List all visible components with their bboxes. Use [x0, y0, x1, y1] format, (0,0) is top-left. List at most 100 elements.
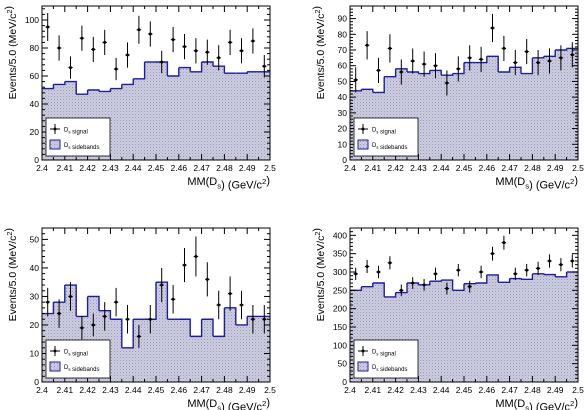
y-tick-label: 40: [30, 99, 40, 109]
signal-point: [364, 259, 370, 274]
y-axis-title: Events/5.0 (MeV/c2): [311, 228, 327, 321]
x-tick-label: 2.49: [547, 163, 564, 173]
signal-point: [239, 38, 244, 64]
marker: [468, 285, 472, 289]
sideband-bin: [361, 283, 374, 288]
panel-4: 2.4 2.41 2.42 2.43 2.44 2.45 2.46 2.47 2.48 2.49 2…: [311, 227, 584, 410]
marker: [91, 47, 95, 51]
y-axis-title-group: Events/5.0 (MeV/c2): [3, 6, 19, 99]
sideband-bin: [418, 70, 431, 75]
signal-point: [182, 247, 187, 283]
sideband-bin: [190, 62, 203, 73]
signal-point: [79, 25, 85, 51]
marker: [103, 40, 107, 44]
marker: [388, 46, 392, 50]
marker: [205, 50, 209, 54]
panel-3: 2.4 2.41 2.42 2.43 2.44 2.45 2.46 2.47 2.48 2.49 2…: [3, 227, 276, 410]
marker: [262, 317, 266, 321]
y-tick-label: 20: [30, 320, 40, 330]
signal-point: [250, 28, 256, 54]
marker: [137, 334, 141, 338]
signal-point: [113, 287, 119, 317]
sideband-bin: [543, 50, 556, 57]
marker: [548, 59, 551, 63]
marker: [479, 270, 483, 274]
signal-point: [535, 50, 541, 76]
x-tick-label: 2.48: [216, 385, 233, 395]
x-tick-label: 2.42: [387, 163, 404, 173]
marker: [171, 297, 175, 301]
signal-point: [558, 258, 564, 272]
marker: [126, 317, 129, 321]
marker: [525, 50, 529, 54]
signal-point: [513, 50, 518, 76]
marker: [399, 288, 403, 292]
marker: [251, 39, 255, 43]
marker: [434, 272, 437, 276]
marker: [148, 32, 152, 36]
x-axis-title: MM(Ds) (GeV/c2): [187, 175, 270, 191]
y-tick-label: 0: [342, 155, 347, 165]
signal-point: [444, 282, 450, 295]
signal-point: [399, 59, 404, 85]
sideband-bin: [498, 67, 511, 73]
signal-point: [410, 48, 415, 74]
signal-point: [433, 53, 438, 79]
signal-point: [216, 45, 221, 71]
signal-point: [467, 280, 472, 293]
marker: [570, 259, 574, 263]
signal-point: [56, 299, 62, 328]
marker: [411, 59, 415, 63]
x-tick-label: 2.45: [456, 163, 473, 173]
signal-point: [56, 35, 62, 61]
legend-sideband-swatch: [49, 361, 61, 372]
signal-point: [501, 35, 507, 61]
signal-point: [547, 254, 552, 268]
x-tick-label: 2.46: [171, 385, 188, 395]
signal-point: [193, 38, 199, 64]
signal-point: [444, 70, 450, 96]
legend-sideband-label: Ds sidebands: [64, 143, 99, 151]
sideband-bin: [201, 318, 214, 337]
x-tick-label: 2.42: [387, 385, 404, 395]
signal-point: [421, 278, 427, 291]
x-tick-label: 2.5: [572, 163, 584, 173]
marker: [114, 300, 118, 304]
signal-point: [79, 316, 85, 340]
legend-box: [353, 339, 419, 379]
y-tick-label: 10: [338, 139, 348, 149]
x-tick-label: 2.4: [36, 163, 48, 173]
signal-point: [570, 42, 575, 68]
x-tick-label: 2.44: [125, 385, 142, 395]
y-tick-label: 350: [333, 249, 347, 259]
signal-point: [376, 57, 381, 83]
x-tick-label: 2.46: [479, 385, 496, 395]
marker: [80, 326, 84, 330]
signal-point: [501, 235, 507, 250]
x-tick-label: 2.47: [501, 385, 518, 395]
x-tick-label: 2.49: [239, 385, 256, 395]
x-tick-label: 2.49: [547, 385, 564, 395]
marker: [456, 67, 460, 71]
sideband-bin: [486, 55, 499, 72]
y-tick-label: 200: [333, 304, 347, 314]
x-tick-label: 2.48: [216, 163, 233, 173]
sideband-bin: [213, 307, 226, 338]
signal-point: [262, 305, 267, 334]
y-tick-label: 60: [30, 71, 40, 81]
sideband-bin: [372, 282, 385, 297]
marker: [217, 56, 221, 60]
sideband-bin: [64, 284, 77, 317]
marker: [491, 26, 494, 30]
signal-point: [490, 13, 495, 43]
y-tick-label: 100: [25, 15, 39, 25]
signal-point: [433, 267, 438, 281]
signal-point: [125, 305, 130, 334]
sideband-bin: [475, 274, 488, 284]
marker: [456, 268, 460, 272]
y-tick-label: 0: [34, 377, 39, 387]
signal-point: [125, 42, 130, 68]
x-tick-label: 2.46: [171, 163, 188, 173]
sideband-bin: [87, 295, 100, 311]
signal-point: [524, 263, 529, 277]
